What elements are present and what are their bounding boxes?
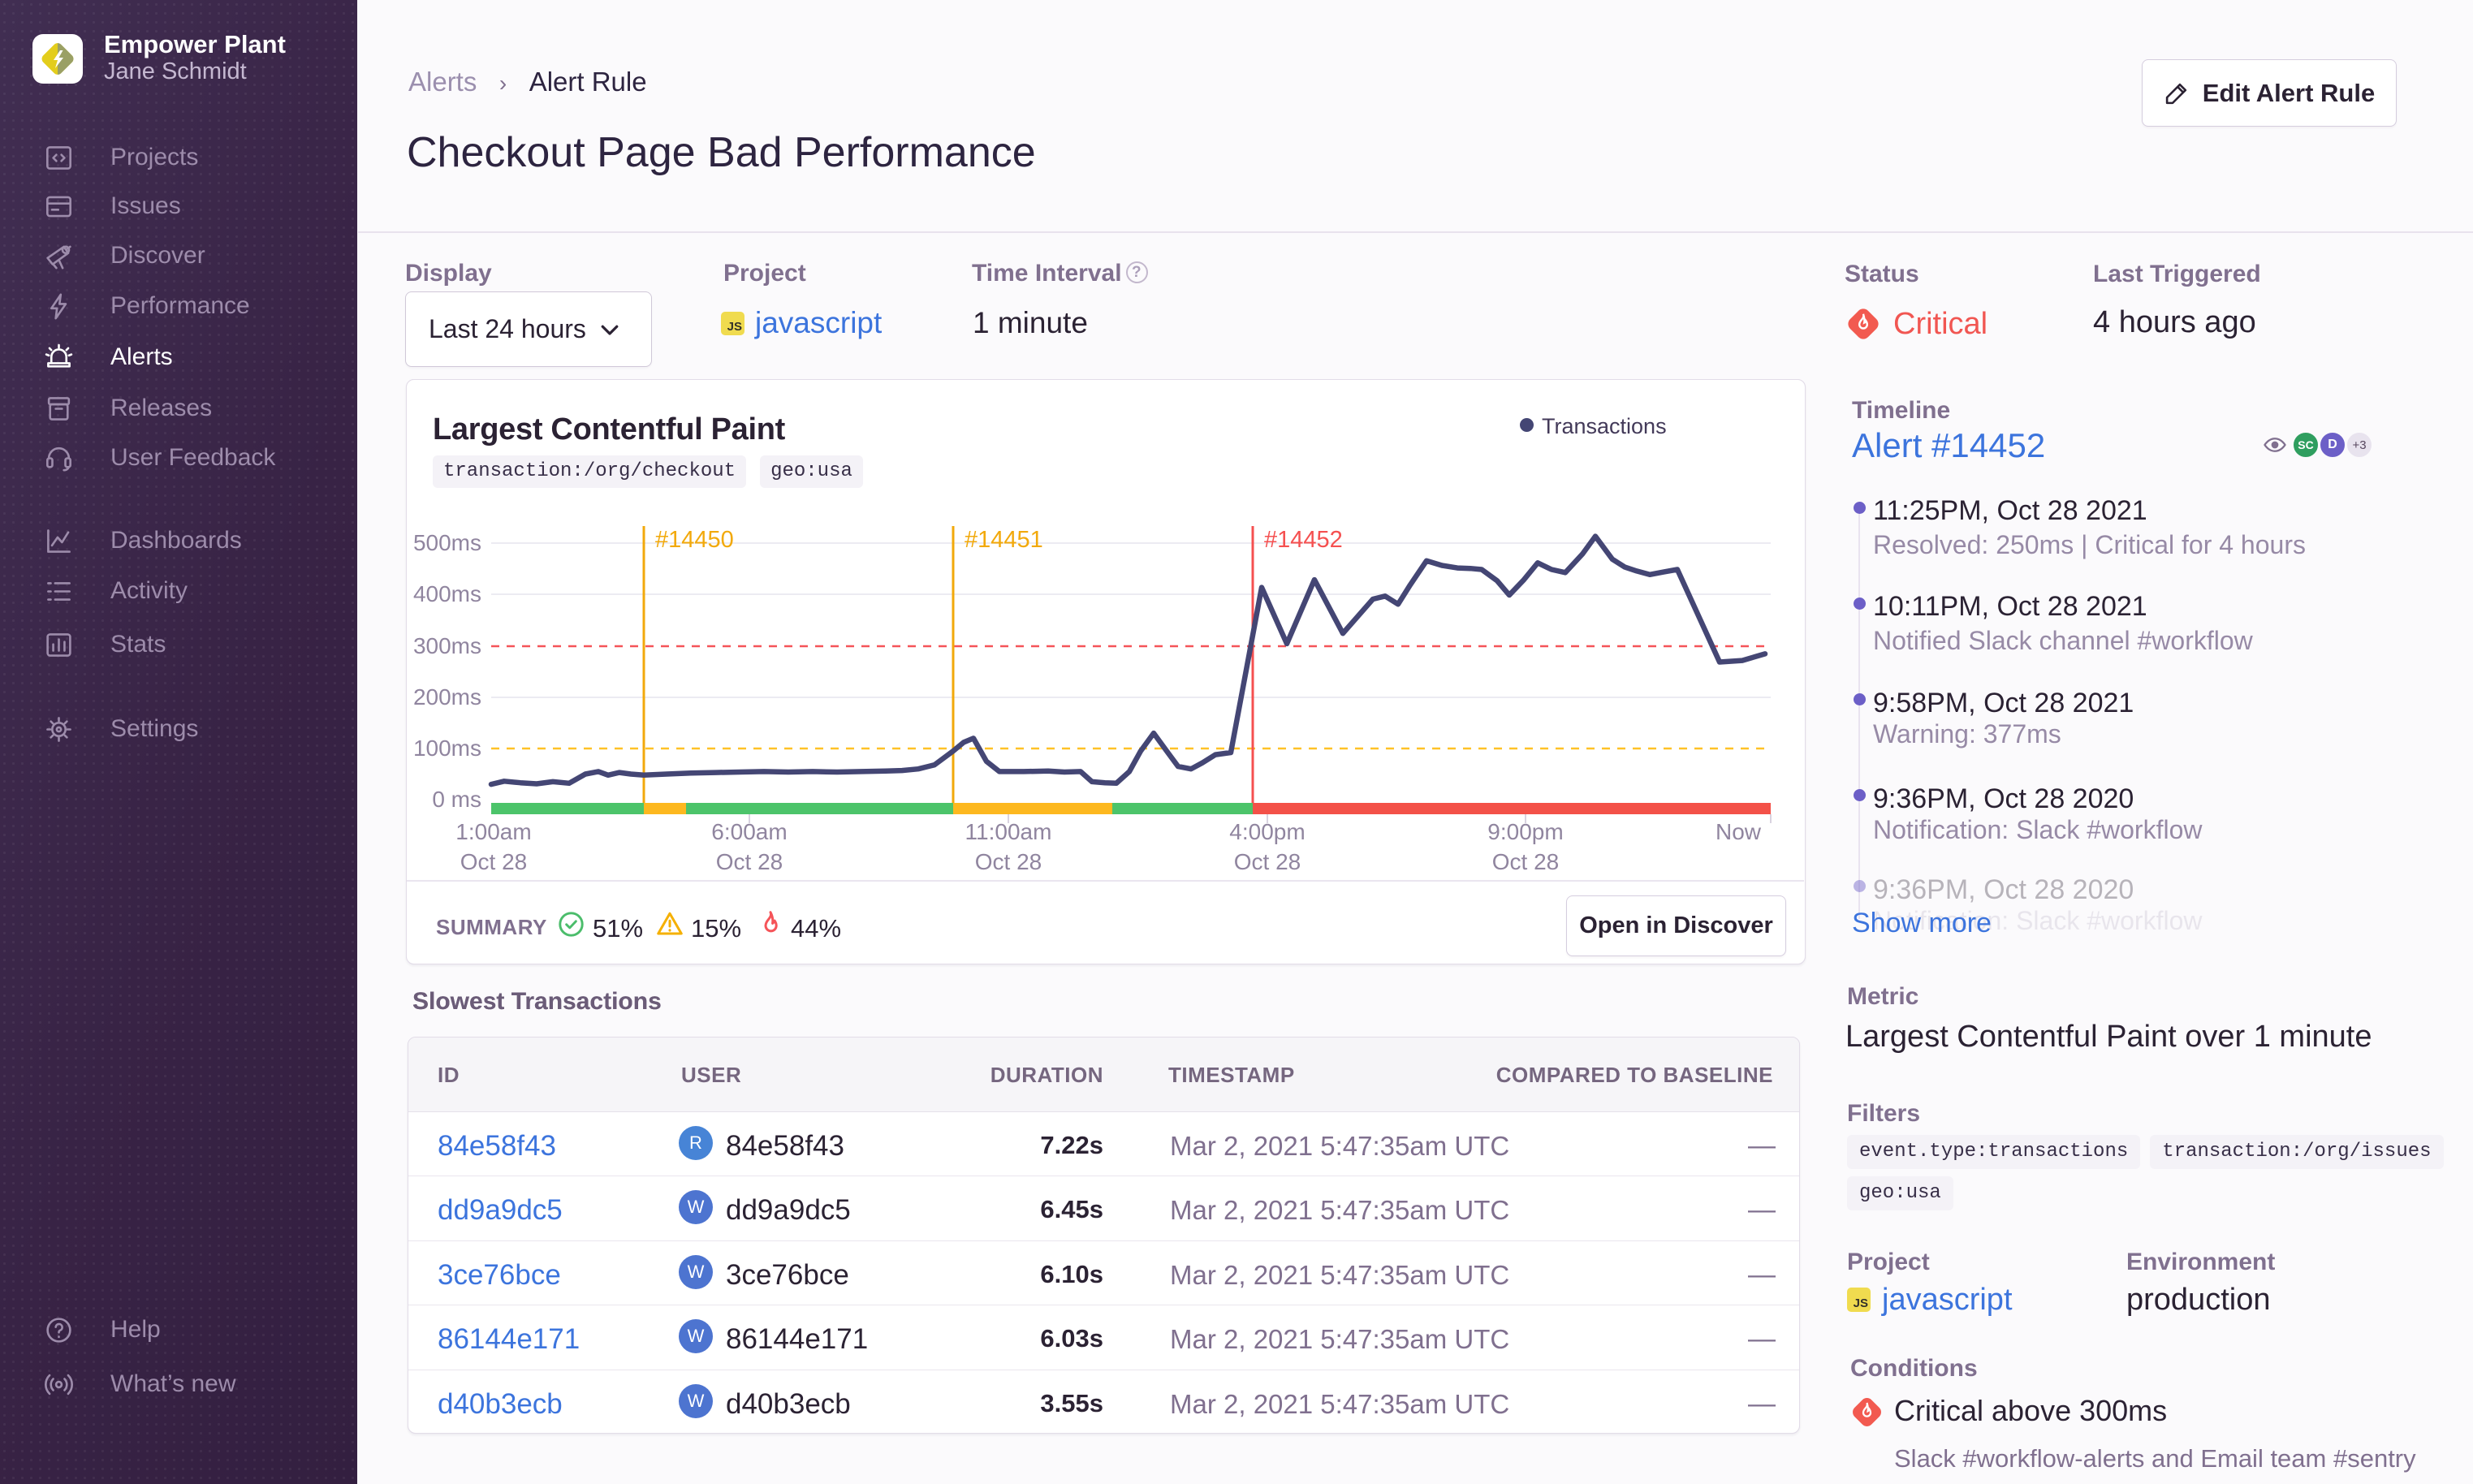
svg-text:#14452: #14452 [1264,527,1343,553]
svg-text:#14451: #14451 [965,527,1043,553]
svg-text:#14450: #14450 [655,527,734,553]
